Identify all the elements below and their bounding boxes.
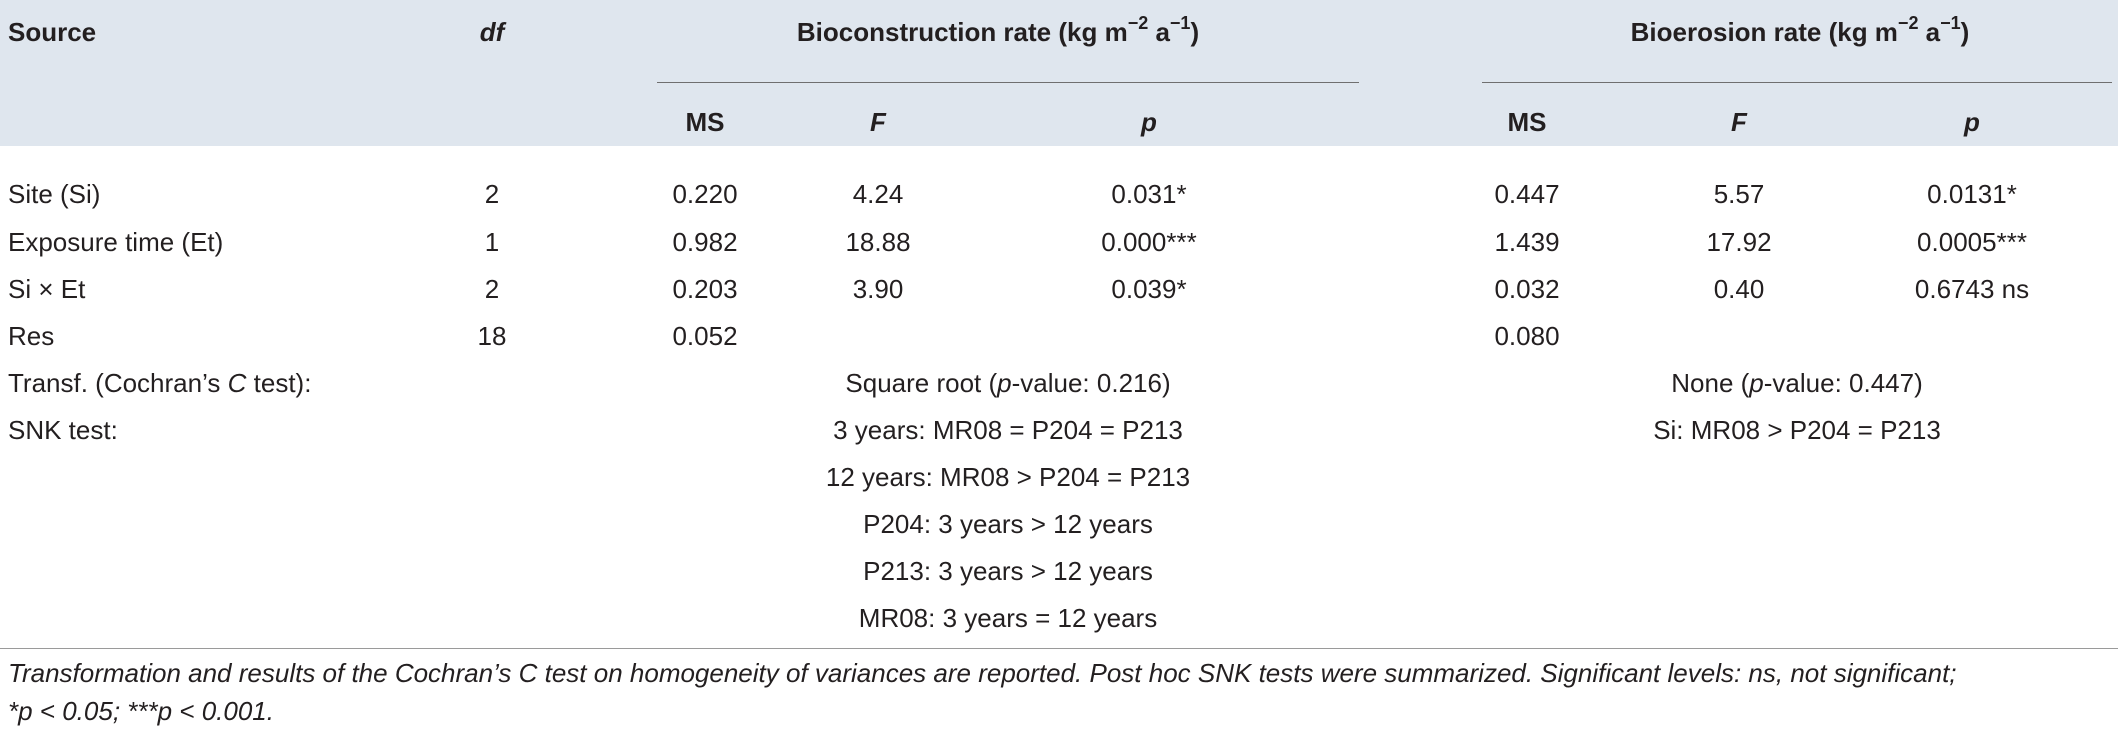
transf-label-c: C	[227, 368, 247, 398]
unit-exponent: −2	[1897, 13, 1919, 34]
transf-bioero-text: None (	[1671, 368, 1750, 398]
header-df: df	[479, 17, 505, 47]
snk-bioconstruction-line: P204: 3 years > 12 years	[863, 509, 1153, 539]
row-ms: 0.203	[672, 274, 738, 304]
row-df: 2	[484, 179, 500, 209]
group-rule-bioconstruction	[657, 82, 1359, 83]
snk-bioconstruction-line: MR08: 3 years = 12 years	[858, 603, 1158, 633]
header-bioconstruction: Bioconstruction rate (kg m−2 a−1)	[796, 14, 1200, 47]
row-df: 2	[484, 274, 500, 304]
header-f-bioerosion: F	[1731, 107, 1747, 137]
transf-label-text: Transf. (Cochran’s	[8, 368, 228, 398]
row-f: 0.40	[1713, 274, 1765, 304]
row-p: 0.0131*	[1927, 179, 2017, 209]
bioconstruction-title: Bioconstruction rate (kg m	[796, 17, 1128, 47]
snk-bioconstruction-line: P213: 3 years > 12 years	[863, 556, 1153, 586]
transf-bioconstruction: Square root (p-value: 0.216)	[845, 368, 1170, 398]
snk-bioerosion-line: Si: MR08 > P204 = P213	[1653, 415, 1941, 445]
snk-label: SNK test:	[8, 415, 118, 445]
row-source: Exposure time (Et)	[8, 227, 224, 257]
header-p-bioerosion: p	[1964, 107, 1980, 137]
transf-biocon-text: Square root (	[845, 368, 998, 398]
table-footnote: Transformation and results of the Cochra…	[8, 654, 2108, 730]
header-band	[0, 0, 2118, 146]
row-df: 1	[484, 227, 500, 257]
transf-bioerosion: None (p-value: 0.447)	[1671, 368, 1923, 398]
row-ms: 0.447	[1494, 179, 1560, 209]
row-source: Res	[8, 321, 55, 351]
snk-bioconstruction-line: 3 years: MR08 = P204 = P213	[833, 415, 1183, 445]
transf-biocon-p: p	[997, 368, 1012, 398]
row-ms: 1.439	[1494, 227, 1560, 257]
unit-exponent: −1	[1169, 13, 1191, 34]
header-ms-bioerosion: MS	[1507, 107, 1547, 137]
row-ms: 0.982	[672, 227, 738, 257]
transf-label: Transf. (Cochran’s C test):	[8, 368, 311, 398]
snk-bioconstruction-line: 12 years: MR08 > P204 = P213	[825, 462, 1191, 492]
transf-bioero-p: p	[1749, 368, 1764, 398]
row-p: 0.039*	[1111, 274, 1187, 304]
row-f: 5.57	[1713, 179, 1765, 209]
bioerosion-title: Bioerosion rate (kg m	[1630, 17, 1898, 47]
row-p: 0.6743 ns	[1914, 274, 2030, 304]
header-source: Source	[8, 17, 97, 47]
row-ms: 0.032	[1494, 274, 1560, 304]
unit-close: )	[1960, 17, 1970, 47]
row-source: Site (Si)	[8, 179, 101, 209]
header-f-bioconstruction: F	[870, 107, 886, 137]
row-p: 0.0005***	[1917, 227, 2027, 257]
row-f: 3.90	[852, 274, 904, 304]
row-f: 17.92	[1706, 227, 1772, 257]
header-bioerosion: Bioerosion rate (kg m−2 a−1)	[1630, 14, 1970, 47]
row-p: 0.031*	[1111, 179, 1187, 209]
unit-a: a	[1148, 17, 1170, 47]
row-f: 4.24	[852, 179, 904, 209]
unit-a: a	[1918, 17, 1941, 47]
row-p: 0.000***	[1101, 227, 1197, 257]
row-df: 18	[477, 321, 507, 351]
footnote-line: *p < 0.05; ***p < 0.001.	[8, 696, 274, 726]
unit-close: )	[1190, 17, 1200, 47]
unit-exponent: −2	[1127, 13, 1149, 34]
row-f: 18.88	[845, 227, 911, 257]
group-rule-bioerosion	[1482, 82, 2112, 83]
unit-exponent: −1	[1940, 13, 1961, 34]
header-p-bioconstruction: p	[1141, 107, 1157, 137]
row-ms: 0.080	[1494, 321, 1560, 351]
transf-bioero-value: -value: 0.447)	[1763, 368, 1923, 398]
transf-biocon-value: -value: 0.216)	[1011, 368, 1171, 398]
header-ms-bioconstruction: MS	[685, 107, 725, 137]
transf-label-end: test):	[246, 368, 312, 398]
footnote-line: Transformation and results of the Cochra…	[8, 658, 1957, 688]
bottom-rule	[0, 648, 2118, 649]
row-source: Si × Et	[8, 274, 86, 304]
row-ms: 0.052	[672, 321, 738, 351]
row-ms: 0.220	[672, 179, 738, 209]
